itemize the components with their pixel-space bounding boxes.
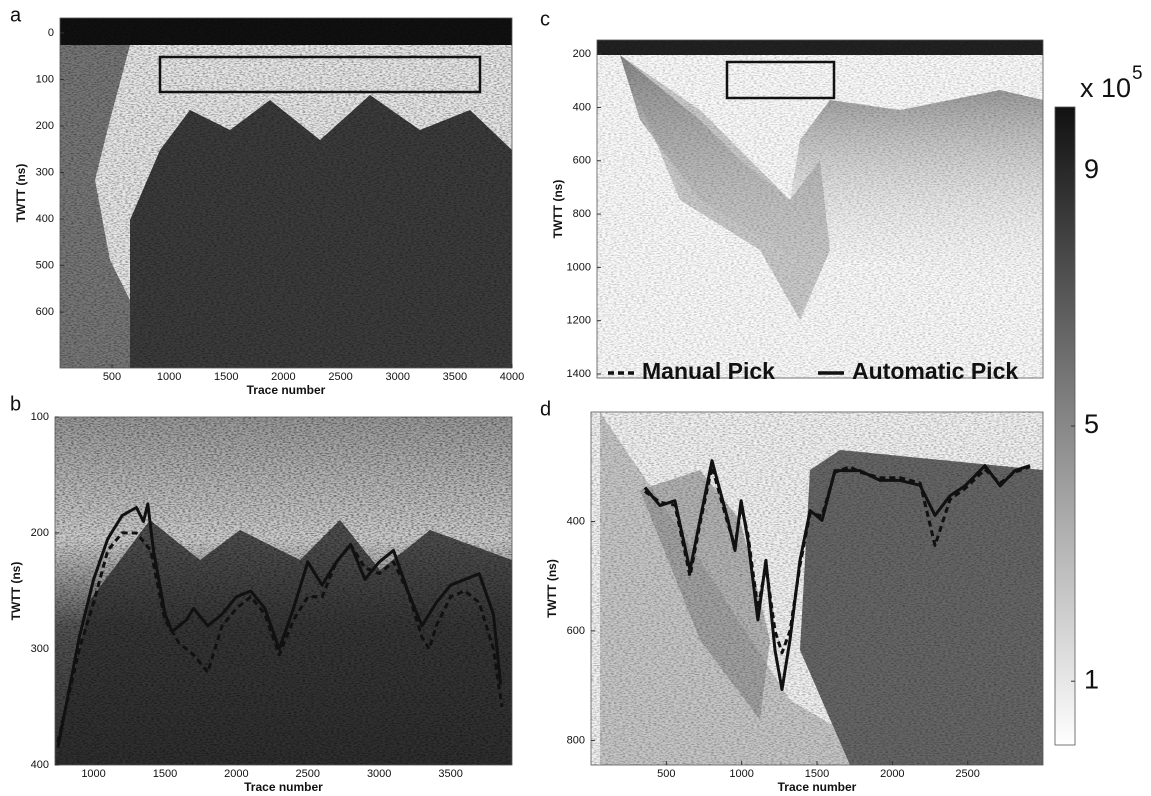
y-tick-label: 0 bbox=[48, 27, 54, 39]
x-tick-label: 3500 bbox=[443, 371, 467, 383]
plot-frame bbox=[54, 416, 513, 766]
panel-label: a bbox=[10, 4, 22, 26]
y-tick-label: 300 bbox=[31, 643, 49, 655]
colorbar-tick-label: 1 bbox=[1084, 664, 1099, 694]
x-tick-label: 1000 bbox=[157, 371, 181, 383]
highlight-box bbox=[158, 55, 482, 94]
colorbar-exponent: 5 bbox=[1132, 63, 1143, 84]
pick-line bbox=[56, 502, 503, 748]
x-tick-label: 2500 bbox=[296, 768, 320, 780]
pick-line bbox=[643, 459, 1031, 691]
x-tick-label: 1500 bbox=[805, 768, 829, 780]
x-tick-label: 1000 bbox=[81, 768, 105, 780]
y-axis-label: TWTT (ns) bbox=[551, 180, 565, 239]
legend-label: Automatic Pick bbox=[852, 358, 1018, 384]
x-tick-label: 2500 bbox=[955, 768, 979, 780]
x-tick-label: 3000 bbox=[385, 371, 409, 383]
x-tick-label: 2000 bbox=[880, 768, 904, 780]
y-tick-label: 1400 bbox=[567, 368, 591, 380]
legend-label: Manual Pick bbox=[642, 358, 775, 384]
x-tick-label: 2500 bbox=[328, 371, 352, 383]
y-tick-label: 400 bbox=[567, 515, 585, 527]
y-tick-label: 200 bbox=[36, 120, 54, 132]
y-tick-label: 600 bbox=[36, 306, 54, 318]
colorbar-tick-label: 9 bbox=[1084, 154, 1099, 184]
legend: Manual Pick Automatic Pick bbox=[608, 358, 1018, 384]
x-tick-label: 1500 bbox=[214, 371, 238, 383]
x-tick-label: 3000 bbox=[367, 768, 391, 780]
highlight-box bbox=[725, 60, 836, 100]
x-tick-label: 4000 bbox=[500, 371, 524, 383]
panel-label: c bbox=[540, 8, 550, 30]
x-tick-label: 2000 bbox=[224, 768, 248, 780]
y-tick-label: 200 bbox=[573, 48, 591, 60]
y-tick-label: 100 bbox=[36, 73, 54, 85]
panel-label: b bbox=[10, 393, 21, 415]
y-tick-label: 100 bbox=[31, 411, 49, 423]
radargram-image bbox=[591, 412, 1043, 765]
radargram-image bbox=[55, 417, 512, 765]
x-axis-label: Trace number bbox=[244, 780, 323, 794]
y-tick-label: 1200 bbox=[567, 315, 591, 327]
y-tick-label: 300 bbox=[36, 166, 54, 178]
y-tick-label: 200 bbox=[31, 527, 49, 539]
plot-frame bbox=[596, 39, 1044, 379]
y-axis-label: TWTT (ns) bbox=[14, 164, 28, 223]
pick-line bbox=[56, 531, 504, 743]
x-tick-label: 1500 bbox=[153, 768, 177, 780]
x-axis-label: Trace number bbox=[247, 383, 326, 397]
y-tick-label: 800 bbox=[573, 208, 591, 220]
y-tick-label: 500 bbox=[36, 260, 54, 272]
y-tick-label: 400 bbox=[573, 101, 591, 113]
y-tick-label: 400 bbox=[36, 213, 54, 225]
x-tick-label: 1000 bbox=[729, 768, 753, 780]
y-tick-label: 600 bbox=[567, 625, 585, 637]
y-tick-label: 800 bbox=[567, 734, 585, 746]
x-tick-label: 500 bbox=[103, 371, 121, 383]
y-tick-label: 400 bbox=[31, 759, 49, 771]
y-tick-label: 600 bbox=[573, 155, 591, 167]
plot-frame bbox=[59, 17, 513, 369]
x-axis-label: Trace number bbox=[778, 780, 857, 794]
y-tick-label: 1000 bbox=[567, 261, 591, 273]
panel-label: d bbox=[540, 398, 551, 420]
radargram-image bbox=[597, 40, 1043, 378]
x-tick-label: 2000 bbox=[271, 371, 295, 383]
colorbar-label: x 10 bbox=[1080, 73, 1131, 103]
y-axis-label: TWTT (ns) bbox=[545, 559, 559, 618]
y-axis-label: TWTT (ns) bbox=[9, 562, 23, 621]
radargram-image bbox=[60, 18, 512, 368]
x-tick-label: 500 bbox=[657, 768, 675, 780]
colorbar-tick-label: 5 bbox=[1084, 409, 1099, 439]
x-tick-label: 3500 bbox=[438, 768, 462, 780]
